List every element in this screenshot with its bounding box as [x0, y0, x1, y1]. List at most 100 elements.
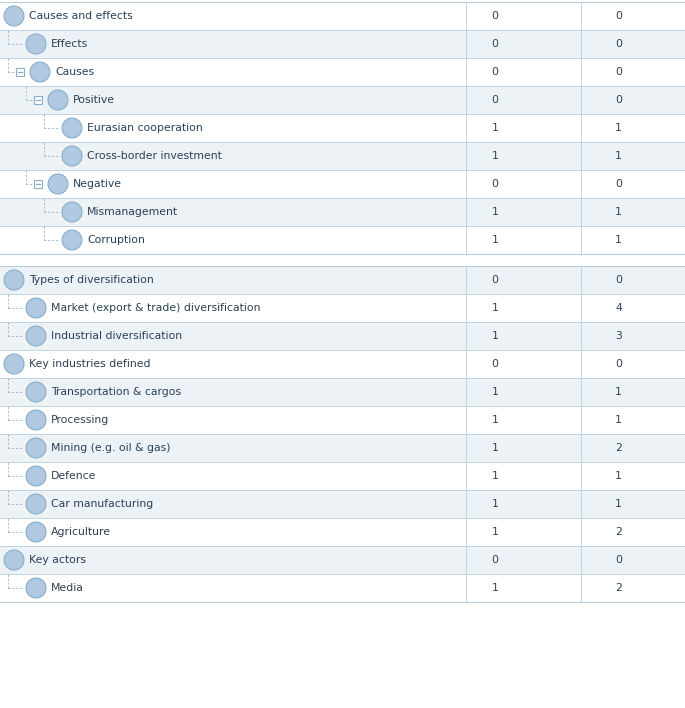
Text: 1: 1: [615, 235, 622, 245]
Text: 0: 0: [492, 275, 499, 285]
Text: Cross-border investment: Cross-border investment: [87, 151, 222, 161]
Text: Industrial diversification: Industrial diversification: [51, 331, 182, 341]
FancyBboxPatch shape: [0, 198, 685, 226]
Text: Positive: Positive: [73, 95, 115, 105]
Text: 0: 0: [615, 555, 622, 565]
Text: 1: 1: [492, 331, 499, 341]
Text: Processing: Processing: [51, 415, 109, 425]
Text: 0: 0: [492, 555, 499, 565]
FancyBboxPatch shape: [0, 86, 685, 114]
FancyBboxPatch shape: [0, 30, 685, 58]
Circle shape: [4, 6, 24, 26]
Text: 1: 1: [615, 415, 622, 425]
Text: 1: 1: [615, 471, 622, 481]
Text: 1: 1: [615, 499, 622, 509]
Circle shape: [26, 298, 46, 318]
Text: Defence: Defence: [51, 471, 97, 481]
Circle shape: [62, 146, 82, 166]
FancyBboxPatch shape: [0, 406, 685, 434]
Circle shape: [4, 354, 24, 374]
FancyBboxPatch shape: [16, 68, 24, 76]
Text: 1: 1: [615, 387, 622, 397]
Text: Causes and effects: Causes and effects: [29, 11, 133, 21]
Circle shape: [26, 494, 46, 514]
FancyBboxPatch shape: [0, 462, 685, 490]
Text: Effects: Effects: [51, 39, 88, 49]
Text: 0: 0: [492, 11, 499, 21]
Text: 0: 0: [615, 95, 622, 105]
Text: 1: 1: [615, 207, 622, 217]
Text: 1: 1: [492, 123, 499, 133]
FancyBboxPatch shape: [0, 226, 685, 254]
Text: Mining (e.g. oil & gas): Mining (e.g. oil & gas): [51, 443, 171, 453]
Text: Media: Media: [51, 583, 84, 593]
FancyBboxPatch shape: [0, 142, 685, 170]
Text: 1: 1: [492, 151, 499, 161]
Text: 1: 1: [492, 387, 499, 397]
Text: 0: 0: [615, 275, 622, 285]
Text: Corruption: Corruption: [87, 235, 145, 245]
Text: 2: 2: [615, 583, 622, 593]
Text: 1: 1: [492, 207, 499, 217]
Text: Mismanagement: Mismanagement: [87, 207, 178, 217]
Circle shape: [26, 326, 46, 346]
FancyBboxPatch shape: [0, 518, 685, 546]
FancyBboxPatch shape: [0, 378, 685, 406]
Text: 1: 1: [615, 151, 622, 161]
Text: 1: 1: [492, 235, 499, 245]
Text: 0: 0: [615, 39, 622, 49]
Circle shape: [26, 522, 46, 542]
Text: 1: 1: [492, 303, 499, 313]
Circle shape: [48, 174, 68, 194]
FancyBboxPatch shape: [0, 266, 685, 294]
FancyBboxPatch shape: [0, 490, 685, 518]
FancyBboxPatch shape: [0, 58, 685, 86]
FancyBboxPatch shape: [34, 180, 42, 188]
FancyBboxPatch shape: [0, 294, 685, 322]
Circle shape: [26, 382, 46, 402]
Text: 0: 0: [492, 179, 499, 189]
Text: 1: 1: [492, 527, 499, 537]
Text: Market (export & trade) diversification: Market (export & trade) diversification: [51, 303, 260, 313]
Circle shape: [62, 118, 82, 138]
FancyBboxPatch shape: [0, 434, 685, 462]
Text: 1: 1: [492, 415, 499, 425]
Text: Transportation & cargos: Transportation & cargos: [51, 387, 181, 397]
Text: Car manufacturing: Car manufacturing: [51, 499, 153, 509]
FancyBboxPatch shape: [0, 254, 685, 266]
Circle shape: [62, 202, 82, 222]
Text: Negative: Negative: [73, 179, 122, 189]
Text: 0: 0: [492, 67, 499, 77]
Circle shape: [26, 466, 46, 486]
Text: 0: 0: [492, 39, 499, 49]
Text: Agriculture: Agriculture: [51, 527, 111, 537]
Text: 1: 1: [492, 583, 499, 593]
Circle shape: [26, 578, 46, 598]
FancyBboxPatch shape: [0, 322, 685, 350]
Text: 0: 0: [615, 67, 622, 77]
Circle shape: [26, 438, 46, 458]
Circle shape: [4, 270, 24, 290]
Text: 0: 0: [492, 95, 499, 105]
Text: 2: 2: [615, 527, 622, 537]
FancyBboxPatch shape: [0, 2, 685, 30]
Circle shape: [62, 230, 82, 250]
Text: 0: 0: [492, 359, 499, 369]
Text: 0: 0: [615, 359, 622, 369]
Text: 0: 0: [615, 11, 622, 21]
Text: 4: 4: [615, 303, 622, 313]
FancyBboxPatch shape: [0, 574, 685, 602]
Circle shape: [4, 550, 24, 570]
Text: 1: 1: [492, 499, 499, 509]
Text: Eurasian cooperation: Eurasian cooperation: [87, 123, 203, 133]
Circle shape: [30, 62, 50, 82]
FancyBboxPatch shape: [0, 546, 685, 574]
Text: 0: 0: [615, 179, 622, 189]
Text: 1: 1: [492, 471, 499, 481]
FancyBboxPatch shape: [0, 114, 685, 142]
Text: Causes: Causes: [55, 67, 94, 77]
Text: Types of diversification: Types of diversification: [29, 275, 153, 285]
FancyBboxPatch shape: [0, 350, 685, 378]
Text: Key industries defined: Key industries defined: [29, 359, 151, 369]
Text: 1: 1: [492, 443, 499, 453]
